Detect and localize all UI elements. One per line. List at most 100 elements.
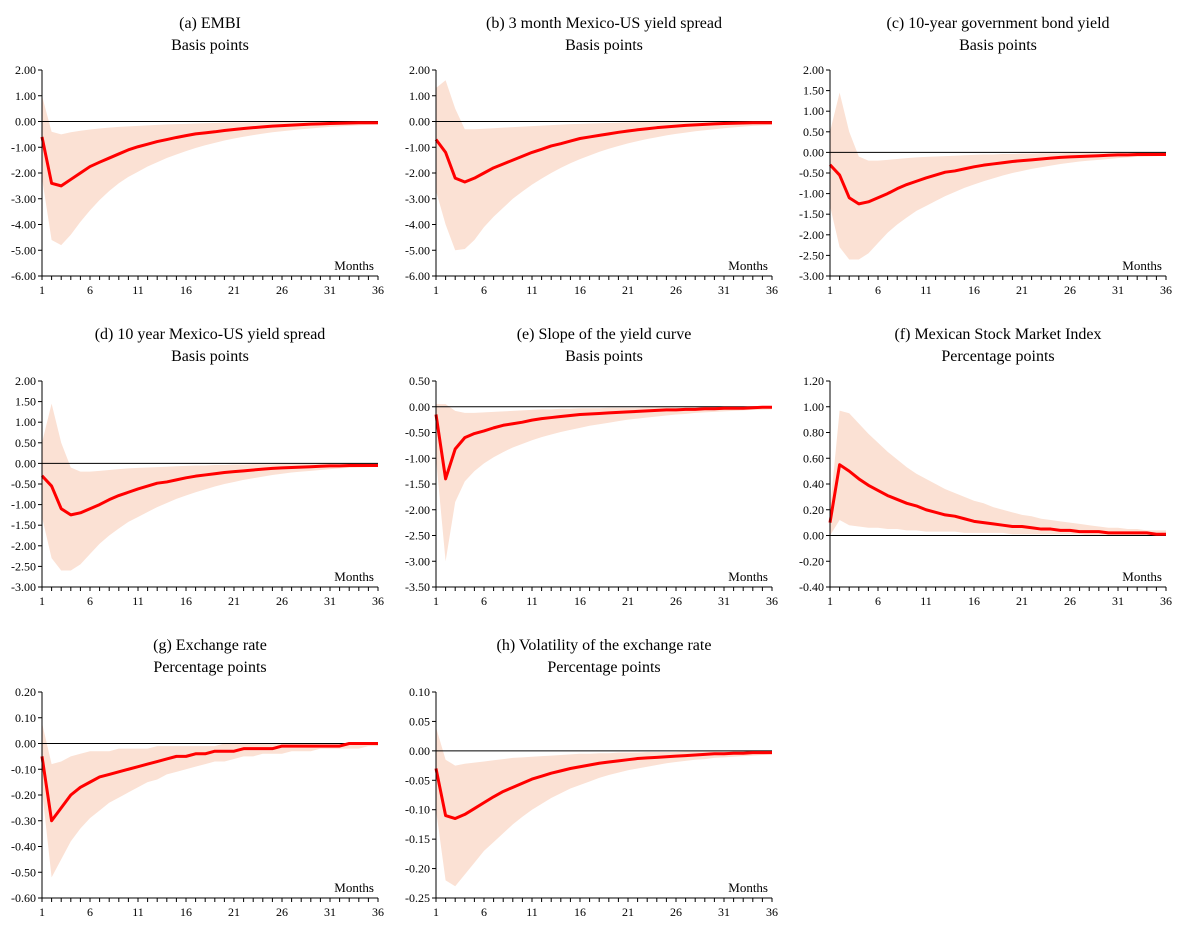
y-tick-label: -2.00 — [405, 166, 430, 180]
x-tick-label: 31 — [324, 283, 336, 297]
y-tick-label: 1.00 — [409, 89, 430, 103]
response-line — [434, 121, 772, 184]
x-tick-label: 21 — [1016, 283, 1028, 297]
y-tick-label: -0.15 — [405, 832, 430, 846]
x-tick-label: 21 — [228, 905, 240, 919]
y-tick-label: -2.00 — [11, 539, 36, 553]
confidence-band — [830, 410, 1166, 536]
x-tick-label: 1 — [39, 283, 45, 297]
panel-subtitle: Basis points — [959, 37, 1037, 54]
y-tick-label: 1.00 — [15, 89, 36, 103]
confidence-band — [42, 95, 378, 246]
x-tick-label: 36 — [372, 905, 384, 919]
x-tick-label: 16 — [180, 905, 192, 919]
y-tick-label: -1.00 — [405, 451, 430, 465]
y-tick-label: 0.05 — [409, 714, 430, 728]
y-tick-label: -6.00 — [405, 269, 430, 283]
x-tick-label: 21 — [622, 594, 634, 608]
x-tick-label: 11 — [920, 594, 932, 608]
y-tick-label: -2.00 — [405, 503, 430, 517]
panel-title: (b) 3 month Mexico-US yield spread — [486, 15, 722, 32]
x-tick-label: 31 — [1112, 283, 1124, 297]
panel-subtitle: Percentage points — [547, 659, 660, 676]
y-tick-label: 0.00 — [803, 529, 824, 543]
y-tick-label: -0.10 — [11, 762, 36, 776]
x-tick-label: 11 — [526, 283, 538, 297]
y-tick-label: -0.40 — [11, 840, 36, 854]
x-tick-label: 11 — [132, 905, 144, 919]
response-line — [40, 742, 378, 823]
x-tick-label: 21 — [1016, 594, 1028, 608]
panel-3: (c) 10-year government bond yield Basis p… — [799, 15, 1172, 297]
x-tick-label: 21 — [228, 283, 240, 297]
y-tick-label: -2.50 — [405, 529, 430, 543]
x-tick-label: 1 — [433, 283, 439, 297]
x-tick-label: 31 — [718, 594, 730, 608]
y-tick-label: 0.00 — [15, 456, 36, 470]
y-tick-label: -3.00 — [799, 269, 824, 283]
panel-title: (c) 10-year government bond yield — [886, 15, 1109, 32]
x-axis-label: Months — [334, 880, 374, 895]
x-tick-label: 31 — [718, 905, 730, 919]
x-tick-label: 1 — [39, 905, 45, 919]
x-tick-label: 31 — [324, 594, 336, 608]
y-tick-label: -3.00 — [405, 554, 430, 568]
confidence-band — [436, 727, 772, 887]
confidence-band — [42, 722, 378, 878]
y-tick-label: 1.50 — [803, 84, 824, 98]
y-tick-label: -2.00 — [799, 228, 824, 242]
y-tick-label: -1.00 — [11, 498, 36, 512]
y-tick-label: 0.00 — [409, 115, 430, 129]
y-tick-label: -0.50 — [799, 166, 824, 180]
x-tick-label: 26 — [670, 283, 682, 297]
y-tick-label: -0.40 — [799, 580, 824, 594]
panel-subtitle: Basis points — [171, 348, 249, 365]
confidence-band — [436, 404, 772, 562]
response-line — [828, 463, 1166, 536]
response-line — [40, 121, 378, 188]
x-tick-label: 1 — [39, 594, 45, 608]
response-line — [828, 152, 1166, 206]
y-tick-label: 2.00 — [803, 63, 824, 77]
x-tick-label: 1 — [827, 283, 833, 297]
x-tick-label: 16 — [574, 594, 586, 608]
y-tick-label: -0.05 — [405, 773, 430, 787]
x-tick-label: 6 — [87, 905, 93, 919]
panel-title: (f) Mexican Stock Market Index — [894, 326, 1101, 343]
y-tick-label: -3.00 — [11, 580, 36, 594]
x-tick-label: 6 — [87, 283, 93, 297]
y-tick-label: 0.10 — [15, 711, 36, 725]
x-axis-label: Months — [1122, 258, 1162, 273]
y-tick-label: -0.50 — [11, 865, 36, 879]
y-tick-label: 1.00 — [803, 104, 824, 118]
x-tick-label: 11 — [526, 905, 538, 919]
x-tick-label: 11 — [132, 594, 144, 608]
x-axis-label: Months — [728, 880, 768, 895]
x-tick-label: 21 — [622, 283, 634, 297]
confidence-band — [436, 80, 772, 251]
x-tick-label: 6 — [87, 594, 93, 608]
panel-4: (d) 10 year Mexico-US yield spread Basis … — [11, 326, 384, 608]
y-tick-label: 1.00 — [15, 415, 36, 429]
panel-subtitle: Percentage points — [941, 348, 1054, 365]
y-tick-label: 2.00 — [15, 63, 36, 77]
y-tick-label: -6.00 — [11, 269, 36, 283]
y-tick-label: -3.00 — [11, 192, 36, 206]
panel-7: (g) Exchange rate Percentage points 0.20 0.… — [11, 637, 384, 919]
y-tick-label: 0.00 — [15, 737, 36, 751]
x-tick-label: 16 — [180, 283, 192, 297]
y-tick-label: -4.00 — [405, 218, 430, 232]
panel-subtitle: Percentage points — [153, 659, 266, 676]
x-tick-label: 6 — [481, 283, 487, 297]
y-tick-label: -1.00 — [11, 140, 36, 154]
x-tick-label: 16 — [180, 594, 192, 608]
y-tick-label: -0.60 — [11, 891, 36, 905]
panel-title: (h) Volatility of the exchange rate — [497, 637, 712, 654]
x-tick-label: 6 — [481, 905, 487, 919]
panel-1: (a) EMBI Basis points 2.00 1.00 0.00 -1.00 -2.… — [11, 15, 384, 297]
y-tick-label: 0.20 — [15, 685, 36, 699]
y-tick-label: 0.50 — [803, 125, 824, 139]
panel-6: (f) Mexican Stock Market Index Percentage… — [799, 326, 1172, 608]
x-tick-label: 36 — [372, 594, 384, 608]
